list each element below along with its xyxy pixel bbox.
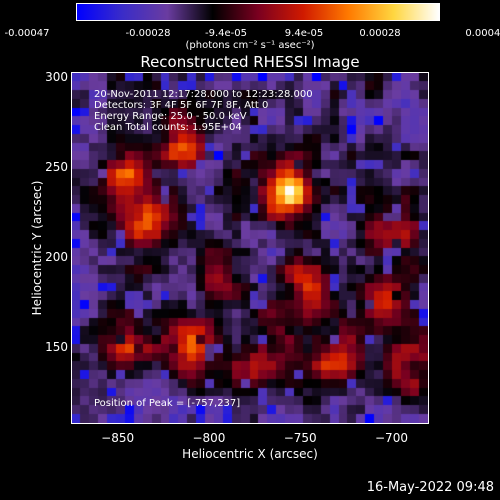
x-tick-label: −850: [101, 431, 135, 445]
x-tick-label: −750: [283, 431, 317, 445]
colorbar-tick-label: -0.00047: [4, 28, 50, 39]
colorbar-tick-label: 0.00047: [465, 28, 500, 39]
annotation-detectors: Detectors: 3F 4F 5F 6F 7F 8F, Att 0: [94, 100, 269, 111]
x-axis-label: Heliocentric X (arcsec): [182, 447, 318, 461]
y-tick-label: 200: [45, 250, 68, 265]
colorbar-tick-label: 9.4e-05: [284, 28, 324, 39]
y-tick-label: 250: [45, 159, 68, 174]
y-tick-label: 300: [45, 69, 68, 84]
colorbar: [76, 3, 440, 21]
annotation-time: 20-Nov-2011 12:17:28.000 to 12:23:28.000: [94, 89, 313, 100]
annotation-peak: Position of Peak = [-757,237]: [94, 398, 241, 409]
y-axis-label: Heliocentric Y (arcsec): [30, 180, 44, 316]
x-tick-label: −800: [192, 431, 226, 445]
annotation-clean: Clean Total counts: 1.95E+04: [94, 122, 242, 133]
colorbar-tick-label: -9.4e-05: [205, 28, 247, 39]
chart-title: Reconstructed RHESSI Image: [140, 53, 360, 71]
colorbar-tick-label: 0.00028: [359, 28, 401, 39]
heatmap-image: [72, 73, 428, 423]
x-tick-label: −700: [375, 431, 408, 445]
annotation-energy: Energy Range: 25.0 - 50.0 keV: [94, 111, 247, 122]
colorbar-tick-label: -0.00028: [125, 28, 171, 39]
colorbar-unit: (photons cm⁻² s⁻¹ asec⁻²): [185, 40, 315, 51]
y-tick-label: 150: [45, 340, 68, 355]
timestamp: 16-May-2022 09:48: [366, 480, 494, 495]
